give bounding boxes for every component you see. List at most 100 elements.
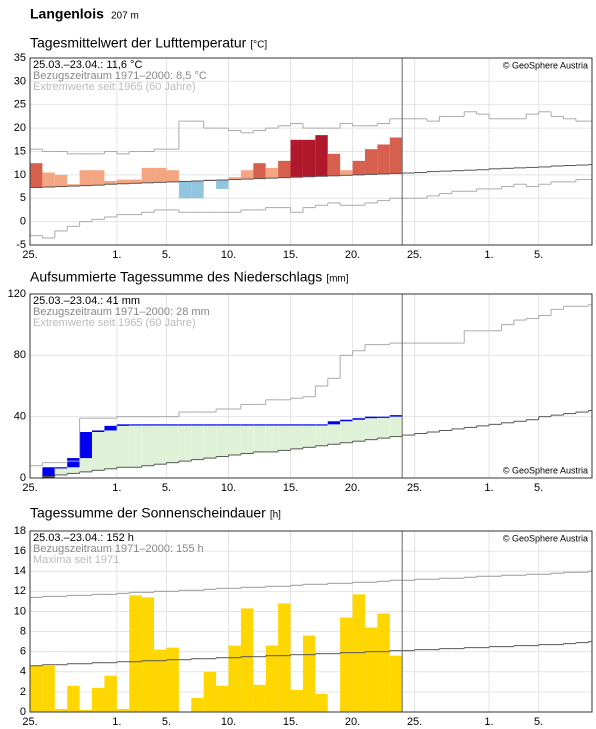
increment (290, 424, 303, 426)
y-tick-label: 0 (20, 472, 26, 484)
bar (265, 167, 279, 179)
bar (92, 170, 105, 186)
frame (29, 293, 593, 479)
bar (92, 687, 105, 712)
y-tick-label: -5 (16, 239, 26, 251)
increment (178, 424, 192, 426)
increment (104, 425, 117, 431)
bar (240, 608, 254, 712)
bar (191, 697, 204, 712)
plot (30, 531, 592, 712)
info-line: Bezugszeitraum 1971–2000: 155 h (33, 543, 204, 555)
plot (30, 294, 592, 478)
bar (389, 655, 403, 712)
increment (228, 424, 241, 426)
bar (364, 149, 378, 175)
increment (166, 424, 179, 426)
bar (67, 184, 80, 187)
bar (104, 180, 117, 185)
area-fill (203, 424, 217, 459)
bar (129, 595, 142, 712)
plot (30, 58, 592, 245)
bar (216, 685, 229, 712)
info-line: 25.03.–23.04.: 152 h (33, 532, 134, 544)
y-tick-label: 0 (20, 216, 26, 228)
x-tick-label: 10. (221, 482, 236, 494)
x-tick-label: 1. (484, 249, 493, 261)
x-tick-label: 1. (112, 716, 121, 728)
bar (228, 177, 241, 180)
y-tick-label: 18 (14, 525, 26, 537)
x-tick-label: 10. (221, 716, 236, 728)
unit: [h] (270, 510, 281, 521)
bar (377, 144, 390, 174)
y-tick-label: 2 (20, 686, 26, 698)
bar (166, 170, 179, 182)
y-tick-label: 40 (14, 411, 26, 423)
y-tick-label: 16 (14, 545, 26, 557)
y-tick-label: 14 (14, 565, 26, 577)
bar (290, 139, 303, 178)
frame (29, 57, 593, 246)
bar (79, 709, 93, 712)
increment (129, 424, 142, 426)
area-fill (278, 424, 291, 451)
x-tick-label: 5. (162, 716, 171, 728)
chart-title: Tagessumme der Sonnenscheindauer (30, 505, 266, 521)
bar (104, 675, 117, 712)
y-tick-label: 25 (14, 99, 26, 111)
x-tick-label: 25. (407, 249, 422, 261)
increment (141, 424, 155, 426)
bar (240, 170, 254, 180)
info-line: Bezugszeitraum 1971–2000: 8,5 °C (33, 70, 207, 82)
increment (377, 416, 390, 418)
increment (79, 432, 93, 459)
increment (389, 415, 403, 417)
bar (253, 684, 266, 712)
bar (54, 174, 68, 187)
increment (154, 424, 167, 426)
copyright: © GeoSphere Austria (503, 60, 588, 70)
x-tick-label: 1. (112, 482, 121, 494)
bar (129, 179, 142, 184)
info-line: Extremwerte seit 1965 (60 Jahre) (33, 317, 196, 329)
bar (340, 170, 353, 176)
bar (54, 708, 68, 712)
station: Langenlois (30, 6, 104, 22)
increment (92, 430, 105, 432)
y-tick-label: 6 (20, 646, 26, 658)
y-tick-label: 120 (8, 288, 26, 300)
bar (352, 594, 365, 712)
bar (315, 135, 328, 177)
area-fill (240, 424, 254, 454)
bar (166, 647, 179, 712)
bar (216, 180, 229, 189)
increment (364, 416, 378, 419)
x-tick-label: 20. (345, 716, 360, 728)
bar (154, 649, 167, 712)
info-line: 25.03.–23.04.: 11,6 °C (33, 59, 142, 71)
area-fill (166, 424, 179, 463)
bar (116, 179, 130, 184)
x-tick-label: 25. (22, 482, 37, 494)
increment (203, 424, 217, 426)
y-tick-label: 0 (20, 706, 26, 718)
x-tick-label: 15. (283, 482, 298, 494)
area-fill (290, 424, 303, 449)
bar (327, 153, 341, 176)
y-tick-label: 35 (14, 52, 26, 64)
x-tick-label: 5. (534, 249, 543, 261)
y-tick-label: 10 (14, 605, 26, 617)
bar (178, 181, 192, 199)
bar (191, 180, 204, 199)
x-tick-label: 15. (283, 249, 298, 261)
y-tick-label: 20 (14, 122, 26, 134)
increment (352, 418, 365, 420)
x-tick-label: 20. (345, 482, 360, 494)
bar (340, 617, 353, 712)
increment (302, 424, 316, 426)
area-fill (389, 415, 403, 437)
y-tick-label: 80 (14, 349, 26, 361)
y-tick-label: 4 (20, 666, 26, 678)
